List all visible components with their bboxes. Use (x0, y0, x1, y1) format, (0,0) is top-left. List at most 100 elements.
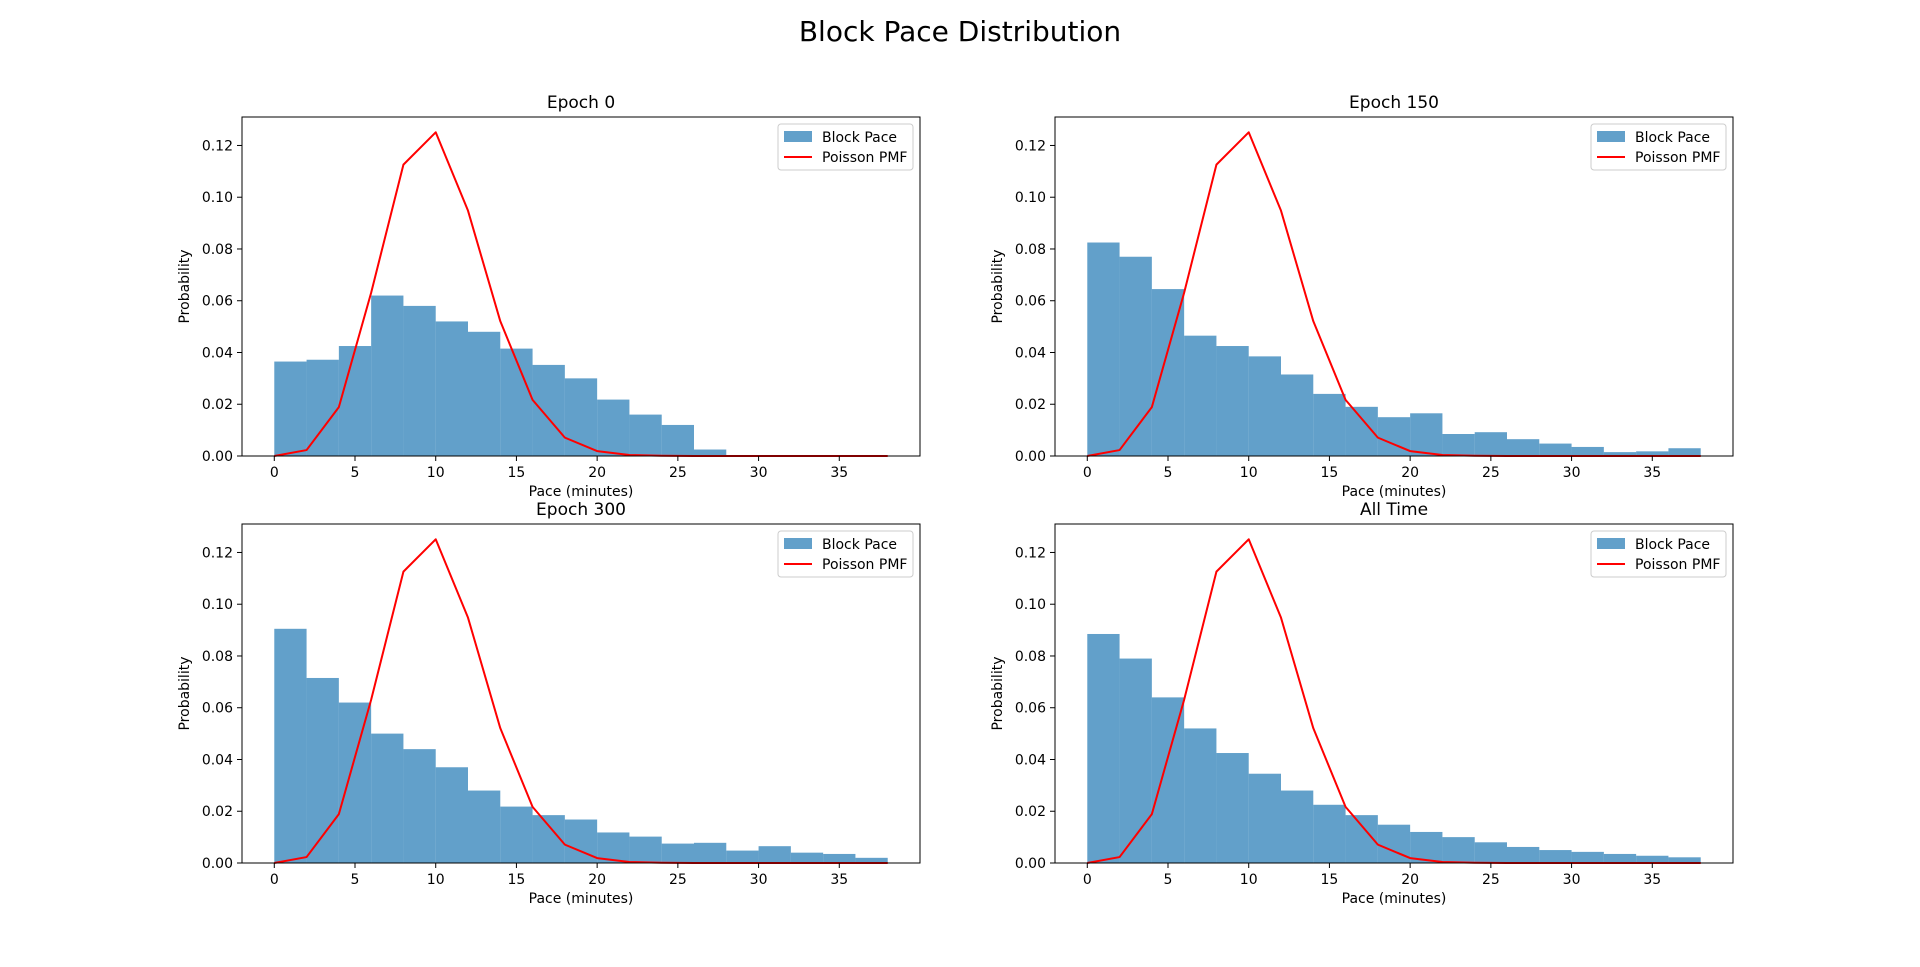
y-axis-label: Probability (177, 656, 193, 730)
histogram-bar (726, 850, 759, 863)
histogram-bar (1151, 697, 1185, 863)
x-axis-label: Pace (minutes) (1342, 891, 1447, 907)
legend-label: Poisson PMF (822, 150, 907, 166)
y-axis-label: Probability (990, 656, 1006, 730)
subplot-title: Epoch 150 (1349, 93, 1439, 113)
histogram-bar (823, 853, 856, 863)
x-tick-label: 25 (669, 872, 687, 888)
legend-label: Block Pace (1635, 537, 1710, 553)
y-tick-label: 0.04 (202, 345, 233, 361)
histogram-bar (694, 449, 727, 456)
histogram-bar (468, 790, 501, 863)
histogram-bar (500, 806, 533, 863)
x-tick-label: 35 (830, 872, 848, 888)
legend-swatch-bar (1597, 131, 1625, 142)
x-tick-label: 25 (1482, 465, 1500, 481)
histogram-bar (435, 767, 468, 863)
histogram-bar (532, 364, 565, 456)
x-tick-label: 15 (508, 465, 526, 481)
histogram-bar (661, 424, 694, 456)
legend-swatch-bar (1597, 538, 1625, 549)
histogram-bar (1507, 439, 1540, 456)
histogram-bar (1474, 842, 1507, 863)
legend-label: Block Pace (822, 130, 897, 146)
y-tick-label: 0.02 (202, 804, 233, 820)
legend-swatch-bar (784, 538, 812, 549)
y-tick-label: 0.06 (202, 701, 233, 717)
histogram-bar (1313, 804, 1346, 863)
subplot-2: 0 5 10 15 20 25 30 35 0.00 0.02 0.04 0.06 0.08 0.10 0.… (990, 93, 1734, 500)
histogram-bar (1248, 773, 1281, 863)
histogram-bars (274, 628, 888, 863)
histogram-bar (500, 348, 533, 456)
figure-title: Block Pace Distribution (799, 15, 1121, 48)
histogram-bar (468, 331, 501, 456)
y-tick-label: 0.08 (1015, 242, 1046, 258)
x-tick-label: 20 (588, 465, 606, 481)
subplot-title: Epoch 300 (536, 500, 626, 520)
histogram-bar (403, 305, 436, 456)
histogram-bars (1087, 242, 1701, 456)
legend: Block Pace Poisson PMF (777, 123, 914, 171)
histogram-bar (1636, 855, 1669, 863)
y-tick-label: 0.00 (1015, 856, 1046, 872)
y-tick-label: 0.08 (202, 649, 233, 665)
y-tick-label: 0.12 (1015, 138, 1046, 154)
histogram-bar (1603, 452, 1637, 456)
legend: Block Pace Poisson PMF (1590, 123, 1727, 171)
y-tick-label: 0.04 (1015, 345, 1046, 361)
x-tick-label: 35 (830, 465, 848, 481)
histogram-bar (1442, 837, 1475, 863)
axes-frame (1054, 116, 1734, 457)
x-tick-label: 30 (750, 465, 768, 481)
histogram-bar (758, 846, 791, 863)
histogram-bar (1377, 824, 1411, 863)
x-tick-label: 5 (1164, 465, 1173, 481)
histogram-bar (1603, 853, 1637, 863)
histogram-bar (1281, 790, 1314, 863)
histogram-bar (629, 414, 662, 456)
histogram-bar (371, 733, 404, 863)
histogram-bar (1442, 434, 1475, 456)
histogram-bar (694, 842, 727, 863)
x-tick-label: 35 (1643, 872, 1661, 888)
legend-label: Block Pace (1635, 130, 1710, 146)
histogram-bar (1216, 753, 1249, 863)
y-tick-label: 0.02 (1015, 804, 1046, 820)
y-tick-label: 0.10 (202, 190, 233, 206)
x-tick-label: 15 (1321, 872, 1339, 888)
y-tick-label: 0.08 (1015, 649, 1046, 665)
histogram-bar (1184, 335, 1217, 456)
axes-frame (241, 116, 921, 457)
histogram-bar (661, 843, 694, 863)
y-tick-label: 0.10 (1015, 190, 1046, 206)
y-tick-label: 0.04 (1015, 752, 1046, 768)
x-tick-label: 15 (1321, 465, 1339, 481)
histogram-bar (1119, 658, 1152, 863)
histogram-bar (403, 749, 436, 863)
histogram-bar (597, 399, 630, 456)
histogram-bar (790, 852, 824, 863)
y-tick-label: 0.12 (1015, 545, 1046, 561)
y-axis-label: Probability (177, 249, 193, 323)
histogram-bar (274, 361, 307, 456)
y-tick-label: 0.02 (202, 397, 233, 413)
x-tick-label: 30 (1563, 465, 1581, 481)
histogram-bar (1151, 289, 1185, 456)
histogram-bar (629, 836, 662, 863)
x-axis-label: Pace (minutes) (529, 891, 634, 907)
x-tick-label: 5 (351, 872, 360, 888)
x-tick-label: 0 (1083, 872, 1092, 888)
y-tick-label: 0.06 (1015, 701, 1046, 717)
y-tick-label: 0.02 (1015, 397, 1046, 413)
histogram-bar (1571, 851, 1604, 863)
y-tick-label: 0.00 (202, 856, 233, 872)
subplot-title: All Time (1360, 500, 1428, 520)
subplot-title: Epoch 0 (547, 93, 615, 113)
histogram-bar (435, 321, 468, 456)
histogram-bar (1668, 448, 1701, 456)
y-tick-label: 0.06 (202, 294, 233, 310)
x-tick-label: 15 (508, 872, 526, 888)
x-tick-label: 30 (750, 872, 768, 888)
